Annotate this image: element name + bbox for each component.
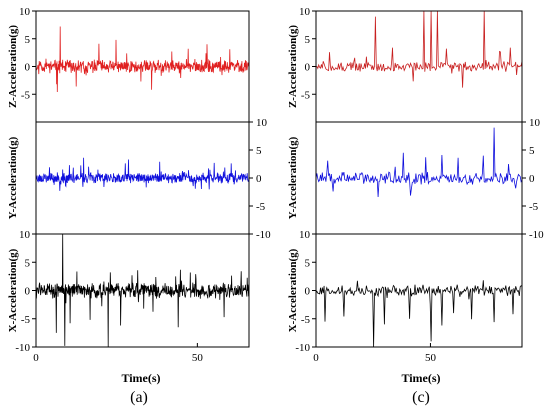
a-figure-label: (a) [130,389,148,406]
x-tick-label: 50 [425,352,437,364]
y-tick-label: 0 [305,62,311,74]
y-tick-label: 10 [299,229,311,241]
a-y-y-axis-label: Y-Acceleration(g) [7,136,19,219]
y-tick-label: 5 [305,34,311,46]
y-tick-label: 10 [256,117,268,129]
c-z-acceleration-panel: -5 0 5 10Z-Acceleration(g) [287,6,523,123]
c-x-series-line [316,280,522,347]
a-x-series-line [36,234,249,347]
y-tick-label: 10 [19,6,31,18]
x-tick-label: 50 [192,352,204,364]
y-tick-label: 5 [25,257,31,269]
c-x-acceleration-panel: -10 -5 0 5 10X-Acceleration(g) [287,229,523,354]
y-tick-label: -10 [15,342,30,354]
x-tick-label: 0 [313,352,319,364]
x-tick-label: 0 [33,352,39,364]
y-tick-label: -10 [295,342,310,354]
c-figure-label: (c) [412,389,430,406]
a-z-acceleration-panel: -5 0 5 10Z-Acceleration(g) [7,6,250,123]
c-y-series-line [316,127,522,198]
a-y-series-line [36,157,249,191]
y-tick-label: 0 [305,286,311,298]
c-x-axis: 0 50 [313,343,436,364]
c-x-y-axis-label: X-Acceleration(g) [287,248,299,332]
y-tick-label: -10 [256,229,271,241]
y-tick-label: -10 [529,229,544,241]
y-tick-label: 0 [25,62,31,74]
c-z-series-line [316,11,522,88]
y-tick-label: -5 [21,89,31,101]
y-tick-label: 10 [19,229,31,241]
a-x-acceleration-panel: -10 -5 0 5 10X-Acceleration(g) [7,229,250,354]
a-z-series-line [36,26,249,93]
y-tick-label: 5 [256,145,262,157]
y-tick-label: 10 [299,6,311,18]
a-z-y-axis-label: Z-Acceleration(g) [7,25,19,108]
y-tick-label: -5 [301,89,311,101]
y-tick-label: 0 [25,286,31,298]
c-y-y-axis-label: Y-Acceleration(g) [287,136,299,219]
a-x-axis: 0 50 [33,343,203,364]
y-tick-label: 0 [529,173,535,185]
c-x-axis-label: Time(s) [401,371,440,385]
y-tick-label: -5 [21,314,31,326]
c-z-y-axis-label: Z-Acceleration(g) [287,25,299,108]
y-tick-label: 5 [305,257,311,269]
y-tick-label: -5 [529,201,539,213]
a-x-y-axis-label: X-Acceleration(g) [7,248,19,332]
a-x-axis-label: Time(s) [121,371,160,385]
y-tick-label: -5 [256,201,266,213]
y-tick-label: 5 [25,34,31,46]
y-tick-label: 5 [529,145,535,157]
y-tick-label: 10 [529,117,541,129]
y-tick-label: 0 [256,173,262,185]
y-tick-label: -5 [301,314,311,326]
